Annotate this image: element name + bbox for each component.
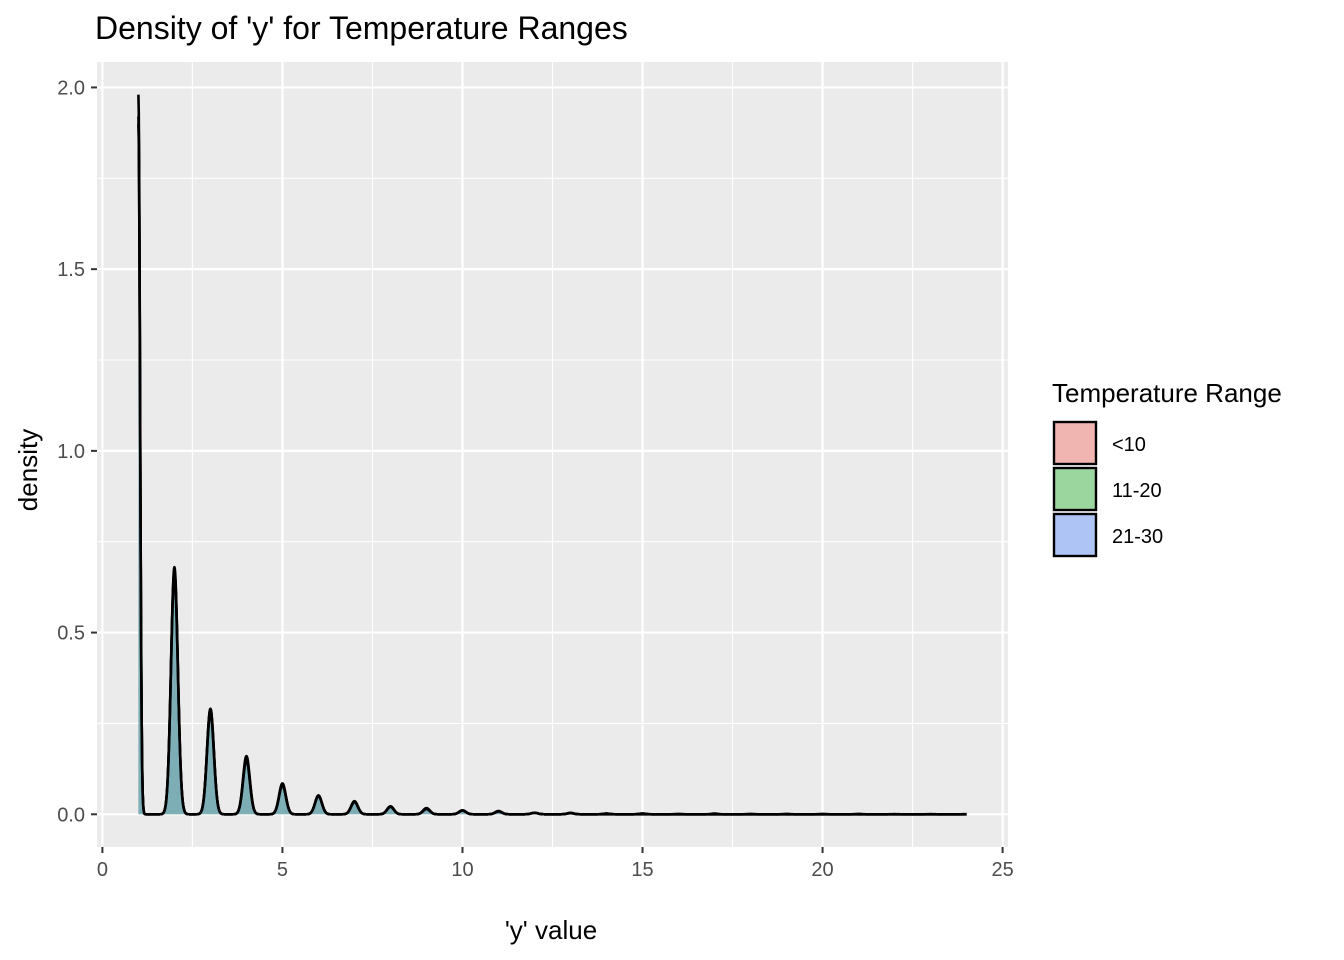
y-tick-label: 0.5 <box>57 623 85 645</box>
density-line <box>137 116 968 816</box>
legend-swatch <box>1052 420 1098 466</box>
chart-title: Density of 'y' for Temperature Ranges <box>95 10 628 46</box>
x-tick-label: 5 <box>277 859 288 881</box>
x-tick-label: 25 <box>991 859 1013 881</box>
y-tick-label: 0.0 <box>57 804 85 826</box>
grid-lines <box>97 62 1008 847</box>
legend-label: 21-30 <box>1112 526 1163 548</box>
legend-swatch <box>1052 512 1098 558</box>
x-tick-label: 20 <box>811 859 833 881</box>
y-tick-label: 1.5 <box>57 259 85 281</box>
x-axis: 0 5 10 15 20 25 <box>97 847 1014 881</box>
density-areas <box>137 94 968 816</box>
y-axis-title: density <box>13 429 43 511</box>
y-tick-label: 1.0 <box>57 441 85 463</box>
legend: Temperature Range <10 11-20 21-30 <box>1052 378 1282 558</box>
x-tick-label: 15 <box>631 859 653 881</box>
legend-label: 11-20 <box>1112 480 1162 502</box>
legend-swatch <box>1052 466 1098 512</box>
x-tick-label: 0 <box>97 859 108 881</box>
legend-title: Temperature Range <box>1052 378 1282 408</box>
y-tick-label: 2.0 <box>57 77 85 99</box>
x-axis-title: 'y' value <box>505 915 597 945</box>
y-axis: 0.0 0.5 1.0 1.5 2.0 <box>57 77 97 826</box>
legend-label: <10 <box>1112 434 1146 456</box>
x-tick-label: 10 <box>451 859 473 881</box>
